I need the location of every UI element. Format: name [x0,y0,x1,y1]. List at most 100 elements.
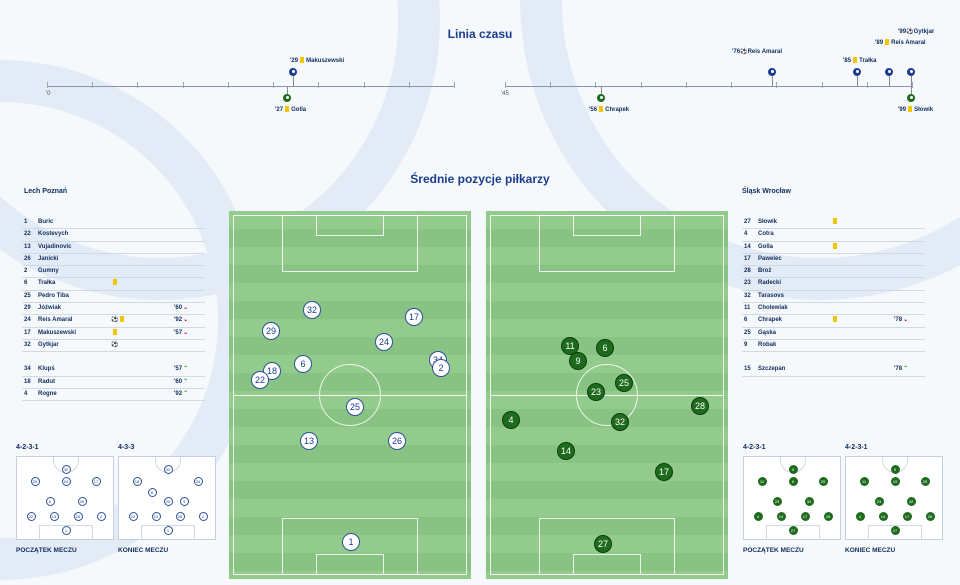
roster-row[interactable]: 22 Kostevych [22,229,205,242]
player-marker[interactable]: 28 [691,397,709,415]
roster-row[interactable]: 1 Buric [22,217,205,230]
player-marker[interactable]: 23 [587,383,605,401]
roster-row[interactable]: 24 Reis Amaral ⚽ '92⌄ [22,315,205,328]
timeline-event-pin[interactable] [853,68,861,76]
player-name: Chrapek [758,317,783,324]
roster-row[interactable]: 34 Klupś '57⌃ [22,364,205,377]
player-marker[interactable]: 26 [388,432,406,450]
timeline-event-stem [889,76,890,86]
player-marker[interactable]: 22 [251,371,269,389]
mini-player-marker: 32 [804,496,814,506]
timeline-tick [47,82,48,88]
roster-row[interactable]: 13 Vujadinovic [22,242,205,254]
timeline-event-pin[interactable] [885,68,893,76]
player-marker[interactable]: 27 [594,535,612,553]
substitution-minute: '57⌃ [174,364,188,375]
player-marker[interactable]: 24 [375,333,393,351]
player-marker[interactable]: 4 [502,411,520,429]
timeline-event-pin[interactable] [283,94,291,102]
timeline-event-label: '99⚽Gytkjar [898,28,934,35]
player-marker[interactable]: 6 [596,339,614,357]
roster-row[interactable]: 4 Rogne '92⌃ [22,389,205,402]
timeline-event-pin[interactable] [907,94,915,102]
player-marker[interactable]: 25 [346,398,364,416]
mini-player-marker: 4 [855,511,865,521]
mini-player-marker: 2 [96,511,106,521]
player-marker[interactable]: 6 [294,355,312,373]
player-marker[interactable]: 25 [615,374,633,392]
roster-row[interactable]: 25 Gąska [742,328,925,340]
goal-box-top [316,215,384,236]
roster-row[interactable]: 23 Radecki [742,278,925,291]
roster-row[interactable]: 27 Słowik [742,217,925,230]
timeline-event-stem [911,87,912,97]
mini-player-marker: 1 [61,525,71,535]
mini-player-marker: 6 [147,487,157,497]
event-minute: '85 [843,58,852,64]
player-name: Radecki [758,280,782,287]
roster-row[interactable]: 2 Gumny [22,266,205,279]
roster-row[interactable]: 17 Makuszewski '57⌄ [22,328,205,340]
player-name: Trałka [38,280,56,287]
player-marker[interactable]: 1 [342,533,360,551]
player-name: Gytkjar [38,341,59,348]
timeline-tick [912,82,913,88]
timeline-event-pin[interactable] [597,94,605,102]
player-number: 29 [24,305,31,312]
roster-row[interactable]: 29 Jóźwiak '60⌄ [22,303,205,316]
mini-player-marker: 26 [175,511,185,521]
roster-row[interactable]: 6 Chrapek '78⌄ [742,315,925,328]
event-minute: '99 [898,107,907,113]
player-marker[interactable]: 14 [557,442,575,460]
player-marker[interactable]: 17 [405,308,423,326]
player-event-icons: ⚽ [111,340,118,351]
yellow-card-icon [885,39,890,45]
timeline-event-pin[interactable] [907,68,915,76]
timeline-event-pin[interactable] [768,68,776,76]
roster-row[interactable]: 4 Cotra [742,229,925,242]
yellow-card-icon [285,106,290,112]
roster-row[interactable]: 17 Pawelec [742,254,925,267]
mini-player-marker: 13 [151,511,161,521]
roster-row[interactable]: 18 Radut '60⌃ [22,377,205,389]
player-marker[interactable]: 9 [569,352,587,370]
roster-row[interactable]: 15 Szczepan '78⌃ [742,364,925,377]
roster-row[interactable]: 32 Gytkjar ⚽ [22,340,205,353]
player-marker[interactable]: 11 [561,337,579,355]
event-player-name: Reis Amaral [891,40,926,46]
away-roster: 27 Słowik 4 Cotra 14 Golla 17 Pawelec 28 Broż 23 Ra… [742,211,925,377]
roster-row[interactable]: 25 Pedro Tiba [22,291,205,304]
mini-player-marker: 25 [163,496,173,506]
player-marker[interactable]: 29 [262,322,280,340]
player-number: 4 [744,231,748,238]
player-marker[interactable]: 32 [303,301,321,319]
timeline-start-first: '0 [46,91,51,97]
roster-row[interactable]: 14 Golla [742,242,925,254]
sub-in-arrow-icon: ⌃ [903,366,909,373]
player-marker[interactable]: 13 [300,432,318,450]
yellow-card-icon [599,106,604,112]
substitution-minute: '60⌄ [174,303,188,314]
timeline-event-pin[interactable] [289,68,297,76]
roster-row[interactable]: 32 Tarasovs [742,291,925,304]
player-number: 9 [744,341,748,348]
player-number: 4 [24,390,28,397]
roster-row[interactable]: 6 Trałka [22,278,205,291]
roster-row[interactable]: 28 Broż [742,266,925,279]
home-average-positions-pitch: 32291724618223422513261 [229,211,471,579]
roster-row[interactable]: 11 Cholewiak [742,303,925,316]
player-number: 22 [24,231,31,238]
yellow-card-icon [833,218,837,224]
player-number: 27 [744,219,751,225]
mini-player-marker: 4 [753,511,763,521]
player-marker[interactable]: 2 [432,359,450,377]
player-event-icons [111,278,119,289]
roster-row[interactable]: 26 Janicki [22,254,205,267]
event-player-name: Makuszewski [306,58,345,64]
mini-player-marker: 9 [788,464,798,474]
sub-minute-text: '60 [174,305,183,312]
roster-row[interactable]: 9 Robak [742,340,925,353]
yellow-card-icon [833,316,837,323]
player-marker[interactable]: 17 [655,463,673,481]
player-marker[interactable]: 32 [611,413,629,431]
